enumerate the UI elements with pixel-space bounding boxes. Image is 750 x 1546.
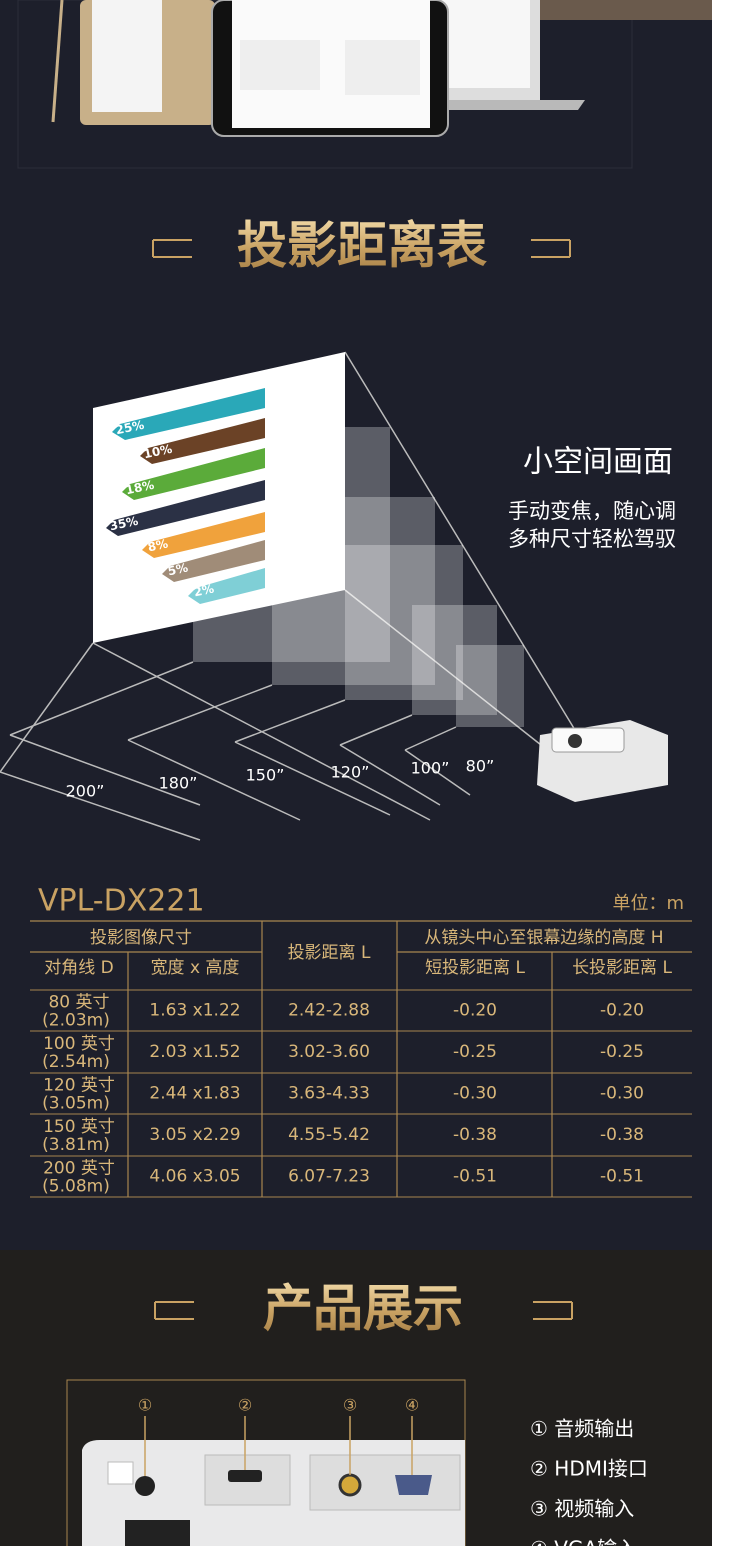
port-marker: ④ xyxy=(405,1396,419,1415)
table-header: 对角线 D xyxy=(44,958,114,978)
table-cell: 80 英寸 xyxy=(48,993,109,1013)
table-cell: 100 英寸 xyxy=(43,1034,115,1054)
size-label: 200” xyxy=(66,782,105,801)
table-cell: -0.20 xyxy=(453,1001,497,1021)
size-label: 80” xyxy=(466,757,495,776)
product-photo xyxy=(66,1379,466,1546)
table-cell: 2.03 x1.52 xyxy=(149,1042,240,1062)
table-cell: -0.38 xyxy=(453,1125,497,1145)
table-cell: 3.63-4.33 xyxy=(288,1084,370,1104)
port-legend: ② HDMI接口 xyxy=(530,1457,648,1481)
port-legend: ④ VGA输入 xyxy=(530,1537,637,1546)
chart-label: 18% xyxy=(124,478,155,498)
chart-label: 35% xyxy=(108,514,139,534)
table-cell: 4.55-5.42 xyxy=(288,1125,370,1145)
table-cell: -0.30 xyxy=(453,1084,497,1104)
chart-label: 2% xyxy=(192,582,215,600)
size-label: 100” xyxy=(411,759,450,778)
section-title: 产品展示 xyxy=(263,1280,463,1338)
feature-line: 手动变焦，随心调 xyxy=(508,499,676,523)
table-cell: 4.06 x3.05 xyxy=(149,1167,240,1187)
table-header: 宽度 x 高度 xyxy=(151,958,240,978)
table-cell: (3.81m) xyxy=(42,1135,110,1155)
model-name: VPL-DX221 xyxy=(38,884,205,919)
table-cell: -0.38 xyxy=(600,1125,644,1145)
device-photo xyxy=(17,0,712,169)
table-header: 投影距离 L xyxy=(288,943,371,963)
section-title: 投影距离表 xyxy=(237,217,487,275)
table-cell: -0.51 xyxy=(600,1167,644,1187)
chart-label: 10% xyxy=(142,442,173,462)
port-marker: ② xyxy=(238,1396,252,1415)
feature-line: 多种尺寸轻松驾驭 xyxy=(508,527,676,551)
chart-label: 8% xyxy=(146,537,169,555)
title-deco xyxy=(152,239,573,1320)
table-header: 长投影距离 L xyxy=(572,958,672,978)
chart-label: 25% xyxy=(114,418,145,438)
table-cell: 6.07-7.23 xyxy=(288,1167,370,1187)
size-label: 180” xyxy=(159,774,198,793)
table-cell: 1.63 x1.22 xyxy=(149,1001,240,1021)
port-legend: ① 音频输出 xyxy=(530,1417,634,1441)
table-cell: -0.25 xyxy=(453,1042,497,1062)
unit: 单位：m xyxy=(612,893,684,914)
table-cell: (3.05m) xyxy=(42,1094,110,1114)
table-header: 投影图像尺寸 xyxy=(90,928,192,948)
size-label: 150” xyxy=(246,766,285,785)
table-cell: -0.30 xyxy=(600,1084,644,1104)
table-cell: -0.25 xyxy=(600,1042,644,1062)
table-cell: 2.44 x1.83 xyxy=(149,1084,240,1104)
table-cell: (5.08m) xyxy=(42,1177,110,1197)
table-cell: 120 英寸 xyxy=(43,1076,115,1096)
table-cell: -0.20 xyxy=(600,1001,644,1021)
table-cell: 3.02-3.60 xyxy=(288,1042,370,1062)
feature-heading: 小空间画面 xyxy=(523,445,673,480)
table-cell: 2.42-2.88 xyxy=(288,1001,370,1021)
port-marker: ① xyxy=(138,1396,152,1415)
table-cell: (2.54m) xyxy=(42,1052,110,1072)
table-cell: 150 英寸 xyxy=(43,1117,115,1137)
table-cell: (2.03m) xyxy=(42,1011,110,1031)
projection-illustration xyxy=(0,351,668,841)
chart-label: 5% xyxy=(166,561,189,579)
table-header: 从镜头中心至银幕边缘的高度 H xyxy=(424,928,663,948)
table-cell: -0.51 xyxy=(453,1167,497,1187)
size-label: 120” xyxy=(331,763,370,782)
port-marker: ③ xyxy=(343,1396,357,1415)
table-cell: 200 英寸 xyxy=(43,1159,115,1179)
port-legend: ③ 视频输入 xyxy=(530,1497,634,1521)
table-header: 短投影距离 L xyxy=(425,958,525,978)
table-cell: 3.05 x2.29 xyxy=(149,1125,240,1145)
